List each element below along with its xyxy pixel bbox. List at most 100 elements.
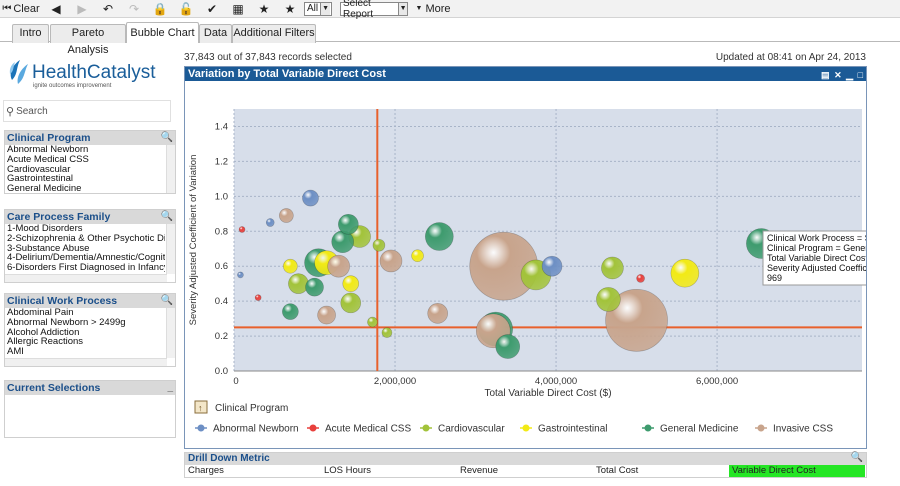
- bubble[interactable]: [495, 334, 521, 359]
- bubble[interactable]: [338, 213, 359, 235]
- back-icon[interactable]: ◀: [51, 1, 61, 16]
- legend-label[interactable]: Gastrointestinal: [538, 424, 607, 435]
- search-icon[interactable]: 🔍: [160, 295, 173, 306]
- legend-label[interactable]: Acute Medical CSS: [325, 424, 411, 435]
- bubble[interactable]: [367, 316, 378, 328]
- tab-bubble-chart[interactable]: Bubble Chart: [126, 22, 199, 43]
- bubble-chart[interactable]: 0.0 0.2 0.4 0.6 0.8 1.0 1.2 1.4 0 2,000,000 4,000,…: [185, 81, 866, 448]
- list-item[interactable]: AMI: [7, 347, 24, 357]
- bubble[interactable]: [238, 226, 246, 233]
- minimize-icon[interactable]: ▁: [846, 70, 855, 80]
- bubble[interactable]: [596, 287, 621, 312]
- bubble[interactable]: [636, 274, 645, 283]
- search-input[interactable]: ⚲ Search: [3, 100, 171, 122]
- bubble[interactable]: [254, 294, 262, 301]
- bubble[interactable]: [342, 275, 360, 292]
- bubbles[interactable]: [237, 189, 777, 359]
- bubble[interactable]: [670, 258, 700, 288]
- bubble[interactable]: [302, 189, 319, 207]
- bubble[interactable]: [283, 258, 298, 274]
- metric-los-hours[interactable]: LOS Hours: [324, 465, 371, 476]
- bubble[interactable]: [282, 303, 299, 320]
- clear-selection-icon[interactable]: ✕: [834, 70, 843, 80]
- list-item[interactable]: 3-Substance Abuse: [7, 243, 90, 254]
- vertical-scrollbar[interactable]: [166, 145, 175, 193]
- more-button[interactable]: ▼ More: [416, 1, 451, 17]
- chart-title-bar: Variation by Total Variable Direct Cost …: [185, 67, 866, 81]
- search-icon[interactable]: 🔍: [160, 132, 173, 143]
- bubble[interactable]: [327, 254, 350, 278]
- bookmark-icon[interactable]: ★: [284, 1, 296, 16]
- legend-label[interactable]: Invasive CSS: [773, 424, 833, 435]
- list-item[interactable]: General Medicine: [7, 184, 82, 194]
- clinical-program-listbox[interactable]: Clinical Program 🔍 Abnormal Newborn Acut…: [4, 130, 176, 194]
- legend-label[interactable]: Cardiovascular: [438, 424, 505, 435]
- list-item[interactable]: Abnormal Newborn: [7, 145, 89, 155]
- bubble[interactable]: [237, 271, 244, 279]
- vertical-scrollbar[interactable]: [166, 224, 175, 274]
- tab-intro[interactable]: Intro: [12, 24, 49, 43]
- drill-up-icon[interactable]: [194, 400, 208, 414]
- list-item[interactable]: Alcohol Addiction: [7, 327, 80, 338]
- bubble[interactable]: [317, 305, 336, 325]
- chart-icon[interactable]: ▦: [232, 1, 244, 16]
- metric-revenue[interactable]: Revenue: [460, 465, 499, 476]
- bookmark-add-icon[interactable]: ★: [258, 1, 270, 16]
- search-icon[interactable]: 🔍: [160, 211, 173, 222]
- bubble[interactable]: [541, 255, 563, 277]
- unlock-icon[interactable]: 🔓: [178, 1, 194, 16]
- forward-icon[interactable]: ▶: [77, 1, 87, 16]
- metric-charges[interactable]: Charges: [188, 465, 224, 476]
- drill-down-title-bar: Drill Down Metric 🔍: [185, 452, 866, 465]
- bubble[interactable]: [601, 256, 624, 280]
- maximize-icon[interactable]: □: [857, 70, 864, 80]
- export-icon[interactable]: ▤: [821, 70, 831, 80]
- lock-icon[interactable]: 🔒: [152, 1, 168, 16]
- bubble[interactable]: [605, 289, 668, 352]
- metric-total-cost[interactable]: Total Cost: [596, 465, 639, 476]
- vertical-scrollbar[interactable]: [166, 308, 175, 358]
- metric-variable-direct-cost[interactable]: Variable Direct Cost: [729, 465, 865, 477]
- list-item[interactable]: Allergic Reactions: [7, 337, 84, 348]
- horizontal-scrollbar[interactable]: [5, 358, 167, 366]
- bubble[interactable]: [305, 277, 324, 297]
- redo-icon[interactable]: ↷: [128, 1, 140, 16]
- bubble[interactable]: [427, 303, 448, 324]
- list-item[interactable]: Cardiovascular: [7, 164, 71, 175]
- undo-icon[interactable]: ↶: [102, 1, 114, 16]
- list-item[interactable]: Abdominal Pain: [7, 308, 74, 318]
- list-item[interactable]: 1-Mood Disorders: [7, 224, 83, 234]
- y-tick-label: 0.4: [215, 296, 228, 307]
- tab-pareto-analysis[interactable]: Pareto Analysis: [50, 24, 126, 56]
- bubble[interactable]: [288, 273, 309, 294]
- bubble[interactable]: [381, 327, 393, 338]
- bubble[interactable]: [372, 238, 386, 252]
- tab-additional-filters[interactable]: Additional Filters: [232, 24, 316, 43]
- all-select[interactable]: All ▼: [304, 1, 332, 16]
- bubble[interactable]: [279, 208, 294, 223]
- minimize-icon[interactable]: _: [167, 382, 173, 393]
- list-item[interactable]: Acute Medical CSS: [7, 154, 89, 165]
- bubble[interactable]: [340, 292, 362, 314]
- horizontal-scrollbar[interactable]: [5, 274, 167, 282]
- care-process-family-listbox[interactable]: Care Process Family 🔍 1-Mood Disorders 2…: [4, 209, 176, 283]
- clear-button[interactable]: ⏮ Clear: [0, 1, 42, 17]
- list-item[interactable]: Gastrointestinal: [7, 174, 74, 185]
- search-icon[interactable]: 🔍: [850, 452, 863, 463]
- clinical-work-process-listbox[interactable]: Clinical Work Process 🔍 Abdominal Pain A…: [4, 293, 176, 367]
- list-item[interactable]: 4-Delirium/Dementia/Amnestic/Cognitive: [7, 253, 165, 264]
- x-tick-label: 2,000,000: [374, 376, 416, 387]
- bubble[interactable]: [265, 218, 275, 227]
- legend-label[interactable]: General Medicine: [660, 424, 739, 435]
- legend-label[interactable]: Abnormal Newborn: [213, 424, 299, 435]
- report-select[interactable]: Select Report ▼: [340, 0, 408, 20]
- list-item[interactable]: 2-Schizophrenia & Other Psychotic Disord…: [7, 233, 165, 244]
- list-item[interactable]: Abnormal Newborn > 2499g: [7, 317, 126, 328]
- bubble[interactable]: [425, 222, 454, 251]
- bubble[interactable]: [411, 249, 424, 263]
- list-item[interactable]: 6-Disorders First Diagnosed in Infancy/C…: [7, 263, 165, 273]
- axes: 0.0 0.2 0.4 0.6 0.8 1.0 1.2 1.4 0 2,000,000 4,000,…: [215, 121, 862, 387]
- bubble[interactable]: [379, 249, 403, 273]
- check-icon[interactable]: ✔: [206, 1, 218, 16]
- tab-data[interactable]: Data: [199, 24, 232, 43]
